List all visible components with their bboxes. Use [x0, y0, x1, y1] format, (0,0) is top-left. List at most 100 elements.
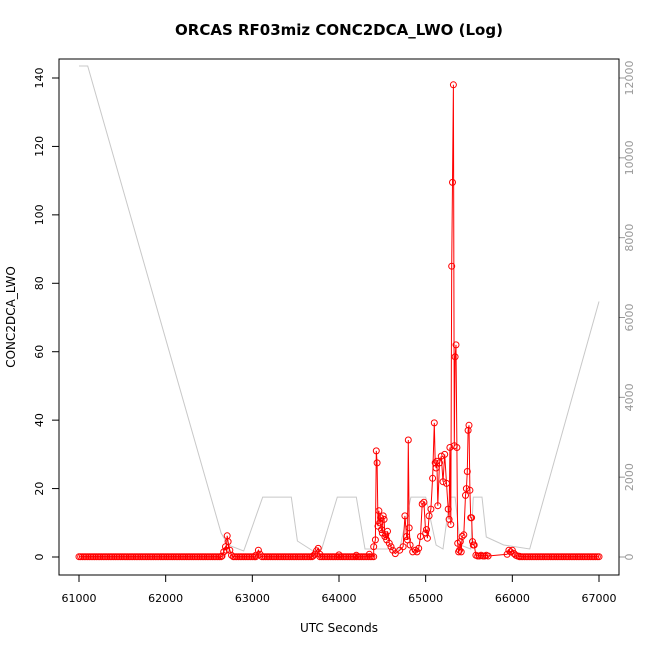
primary-series-point	[456, 546, 463, 554]
primary-series-point	[434, 502, 442, 510]
primary-series-point	[452, 341, 460, 349]
primary-series-point	[451, 353, 459, 361]
primary-series-point	[399, 543, 407, 551]
y-tick-label: 60	[33, 345, 46, 359]
primary-series-point	[508, 546, 516, 554]
y-tick-label: 100	[33, 204, 46, 225]
primary-series-point	[462, 485, 470, 493]
primary-series-point	[406, 541, 414, 549]
primary-series-point	[470, 541, 478, 549]
y-tick-label: 0	[33, 554, 46, 561]
primary-series-point	[403, 533, 411, 540]
primary-series-point	[375, 507, 383, 515]
primary-series-point	[405, 524, 413, 532]
primary-series-point	[385, 539, 393, 547]
primary-series-point	[417, 533, 424, 540]
x-axis-label: UTC Seconds	[300, 621, 378, 635]
primary-series-point	[218, 552, 226, 560]
y2-tick-label: 4000	[623, 383, 636, 411]
primary-series-point	[437, 452, 445, 460]
primary-series-point	[309, 552, 317, 560]
primary-series-point	[595, 553, 603, 561]
primary-series-point	[376, 519, 384, 527]
y-tick-label: 140	[33, 68, 46, 89]
primary-series-point	[425, 512, 433, 520]
y2-tick-label: 2000	[623, 463, 636, 491]
primary-series-point	[458, 533, 466, 540]
primary-series-point	[436, 459, 443, 467]
primary-series-point	[401, 512, 409, 520]
y-tick-label: 80	[33, 276, 46, 290]
x-tick-label: 62000	[148, 592, 183, 605]
primary-series-point	[415, 544, 423, 552]
primary-series-point	[379, 512, 387, 520]
primary-series-point	[460, 531, 468, 539]
primary-series-point	[373, 459, 381, 467]
primary-series-point	[505, 546, 513, 554]
primary-series-point	[441, 450, 449, 458]
primary-series-point	[507, 548, 515, 556]
primary-series-point	[447, 521, 455, 528]
primary-series-point	[449, 81, 457, 89]
primary-series-point	[446, 444, 454, 451]
primary-series-point	[443, 479, 450, 487]
primary-series-point	[453, 444, 461, 451]
primary-series-point	[423, 534, 431, 542]
primary-series-point	[468, 514, 476, 522]
primary-series-point	[384, 527, 391, 535]
primary-series-point	[429, 474, 437, 482]
primary-series-point	[380, 515, 388, 523]
y-tick-label: 120	[33, 136, 46, 157]
primary-series-point	[228, 551, 235, 559]
primary-series-point	[387, 543, 395, 551]
y-tick-label: 20	[33, 482, 46, 496]
primary-series-point	[420, 498, 428, 506]
primary-series-point	[404, 436, 412, 444]
primary-series-point	[484, 552, 492, 560]
primary-series-point	[224, 538, 232, 546]
y2-tick-label: 12000	[623, 61, 636, 96]
primary-series-point	[469, 538, 476, 546]
y2-tick-label: 10000	[623, 140, 636, 175]
x-tick-label: 63000	[235, 592, 270, 605]
secondary-series-line	[79, 65, 600, 552]
primary-series-point	[382, 531, 390, 539]
x-tick-label: 67000	[582, 592, 617, 605]
primary-series-point	[391, 550, 399, 558]
primary-series-point	[503, 550, 511, 558]
primary-series-line	[79, 84, 599, 558]
primary-series-point	[222, 546, 230, 554]
plot-frame	[58, 58, 620, 576]
primary-series-point	[370, 553, 378, 561]
y-tick-label: 40	[33, 413, 46, 427]
primary-series-point	[431, 459, 439, 467]
primary-series-point	[449, 178, 456, 186]
x-tick-label: 61000	[62, 592, 97, 605]
primary-series-point	[370, 543, 378, 551]
primary-series-point	[444, 505, 452, 513]
primary-series-point	[418, 500, 426, 508]
primary-series-point	[352, 551, 360, 559]
primary-series-point	[427, 505, 435, 513]
plot-area: 61000 62000 63000 64000 65000 66000 67000 0 20 40…	[33, 61, 636, 606]
primary-series-point	[254, 546, 262, 554]
primary-series-point	[432, 464, 440, 472]
primary-series-point	[411, 546, 419, 554]
primary-series-point	[372, 447, 380, 455]
primary-series-point	[462, 491, 469, 499]
primary-series-point	[423, 526, 430, 534]
x-tick-label: 66000	[495, 592, 530, 605]
primary-series-point	[413, 548, 421, 556]
y2-tick-label: 6000	[623, 304, 636, 332]
primary-series-point	[464, 426, 472, 434]
chart-title: ORCAS RF03miz CONC2DCA_LWO (Log)	[175, 21, 503, 39]
primary-series-point	[465, 421, 473, 429]
x-tick-label: 65000	[408, 592, 443, 605]
primary-series-point	[463, 468, 471, 475]
primary-series-point	[457, 548, 465, 556]
primary-series-point	[430, 419, 438, 427]
y2-tick-label: 0	[623, 554, 636, 561]
primary-series-point	[439, 478, 447, 486]
primary-series-point	[466, 486, 474, 494]
